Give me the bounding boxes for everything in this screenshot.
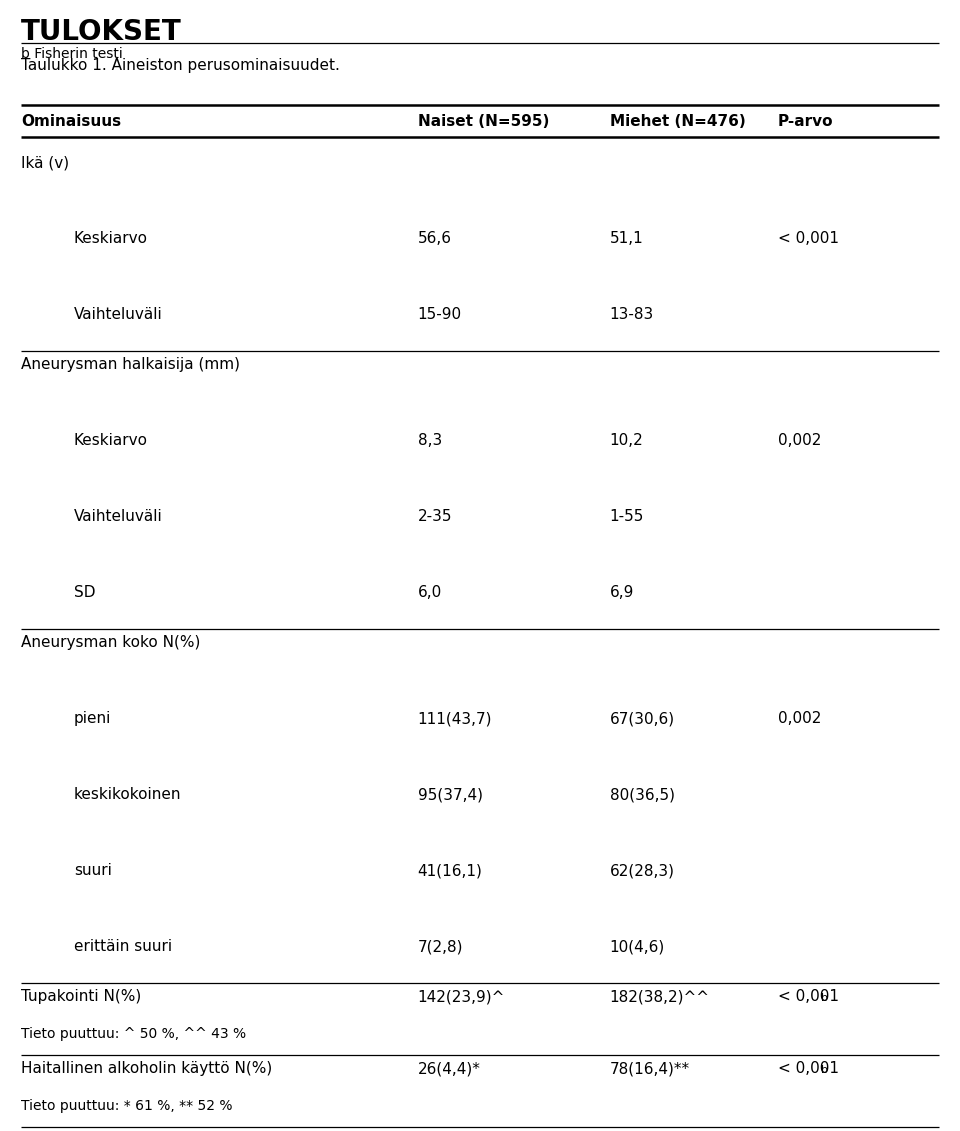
Text: < 0,001: < 0,001 bbox=[778, 231, 839, 247]
Text: 7(2,8): 7(2,8) bbox=[418, 939, 463, 955]
Text: 2-35: 2-35 bbox=[418, 509, 452, 524]
Text: Keskiarvo: Keskiarvo bbox=[74, 231, 148, 247]
Text: 10,2: 10,2 bbox=[610, 433, 643, 448]
Text: Tieto puuttuu: * 61 %, ** 52 %: Tieto puuttuu: * 61 %, ** 52 % bbox=[21, 1099, 232, 1113]
Text: 26(4,4)*: 26(4,4)* bbox=[418, 1061, 480, 1076]
Text: 8,3: 8,3 bbox=[418, 433, 442, 448]
Text: 10(4,6): 10(4,6) bbox=[610, 939, 665, 955]
Text: Haitallinen alkoholin käyttö N(%): Haitallinen alkoholin käyttö N(%) bbox=[21, 1061, 273, 1076]
Text: 56,6: 56,6 bbox=[418, 231, 451, 247]
Text: erittäin suuri: erittäin suuri bbox=[74, 939, 172, 955]
Text: < 0,001: < 0,001 bbox=[778, 988, 839, 1004]
Text: Taulukko 1. Aineiston perusominaisuudet.: Taulukko 1. Aineiston perusominaisuudet. bbox=[21, 58, 340, 74]
Text: 6,9: 6,9 bbox=[610, 585, 634, 601]
Text: Ikä (v): Ikä (v) bbox=[21, 155, 69, 170]
Text: Tupakointi N(%): Tupakointi N(%) bbox=[21, 988, 141, 1004]
Text: Keskiarvo: Keskiarvo bbox=[74, 433, 148, 448]
Text: 1-55: 1-55 bbox=[610, 509, 644, 524]
Text: SD: SD bbox=[74, 585, 95, 601]
Text: Aneurysman halkaisija (mm): Aneurysman halkaisija (mm) bbox=[21, 357, 240, 372]
Text: keskikokoinen: keskikokoinen bbox=[74, 787, 181, 802]
Text: 111(43,7): 111(43,7) bbox=[418, 711, 492, 726]
Text: P-arvo: P-arvo bbox=[778, 113, 833, 129]
Text: 95(37,4): 95(37,4) bbox=[418, 787, 483, 802]
Text: b Fisherin testi: b Fisherin testi bbox=[21, 48, 123, 61]
Text: Vaihteluväli: Vaihteluväli bbox=[74, 509, 162, 524]
Text: 78(16,4)**: 78(16,4)** bbox=[610, 1061, 689, 1076]
Text: 142(23,9)^: 142(23,9)^ bbox=[418, 988, 505, 1004]
Text: Aneurysman koko N(%): Aneurysman koko N(%) bbox=[21, 634, 201, 650]
Text: 15-90: 15-90 bbox=[418, 307, 462, 322]
Text: Tieto puuttuu: ^ 50 %, ^^ 43 %: Tieto puuttuu: ^ 50 %, ^^ 43 % bbox=[21, 1027, 247, 1041]
Text: Vaihteluväli: Vaihteluväli bbox=[74, 307, 162, 322]
Text: TULOKSET: TULOKSET bbox=[21, 18, 181, 46]
Text: Ominaisuus: Ominaisuus bbox=[21, 113, 121, 129]
Text: 6,0: 6,0 bbox=[418, 585, 442, 601]
Text: b: b bbox=[821, 993, 828, 1003]
Text: suuri: suuri bbox=[74, 863, 111, 878]
Text: 67(30,6): 67(30,6) bbox=[610, 711, 675, 726]
Text: 62(28,3): 62(28,3) bbox=[610, 863, 675, 878]
Text: Miehet (N=476): Miehet (N=476) bbox=[610, 113, 745, 129]
Text: pieni: pieni bbox=[74, 711, 111, 726]
Text: 41(16,1): 41(16,1) bbox=[418, 863, 483, 878]
Text: 80(36,5): 80(36,5) bbox=[610, 787, 675, 802]
Text: 0,002: 0,002 bbox=[778, 433, 821, 448]
Text: b: b bbox=[821, 1065, 828, 1074]
Text: < 0,001: < 0,001 bbox=[778, 1061, 839, 1076]
Text: 51,1: 51,1 bbox=[610, 231, 643, 247]
Text: 0,002: 0,002 bbox=[778, 711, 821, 726]
Text: Naiset (N=595): Naiset (N=595) bbox=[418, 113, 549, 129]
Text: 182(38,2)^^: 182(38,2)^^ bbox=[610, 988, 709, 1004]
Text: 13-83: 13-83 bbox=[610, 307, 654, 322]
